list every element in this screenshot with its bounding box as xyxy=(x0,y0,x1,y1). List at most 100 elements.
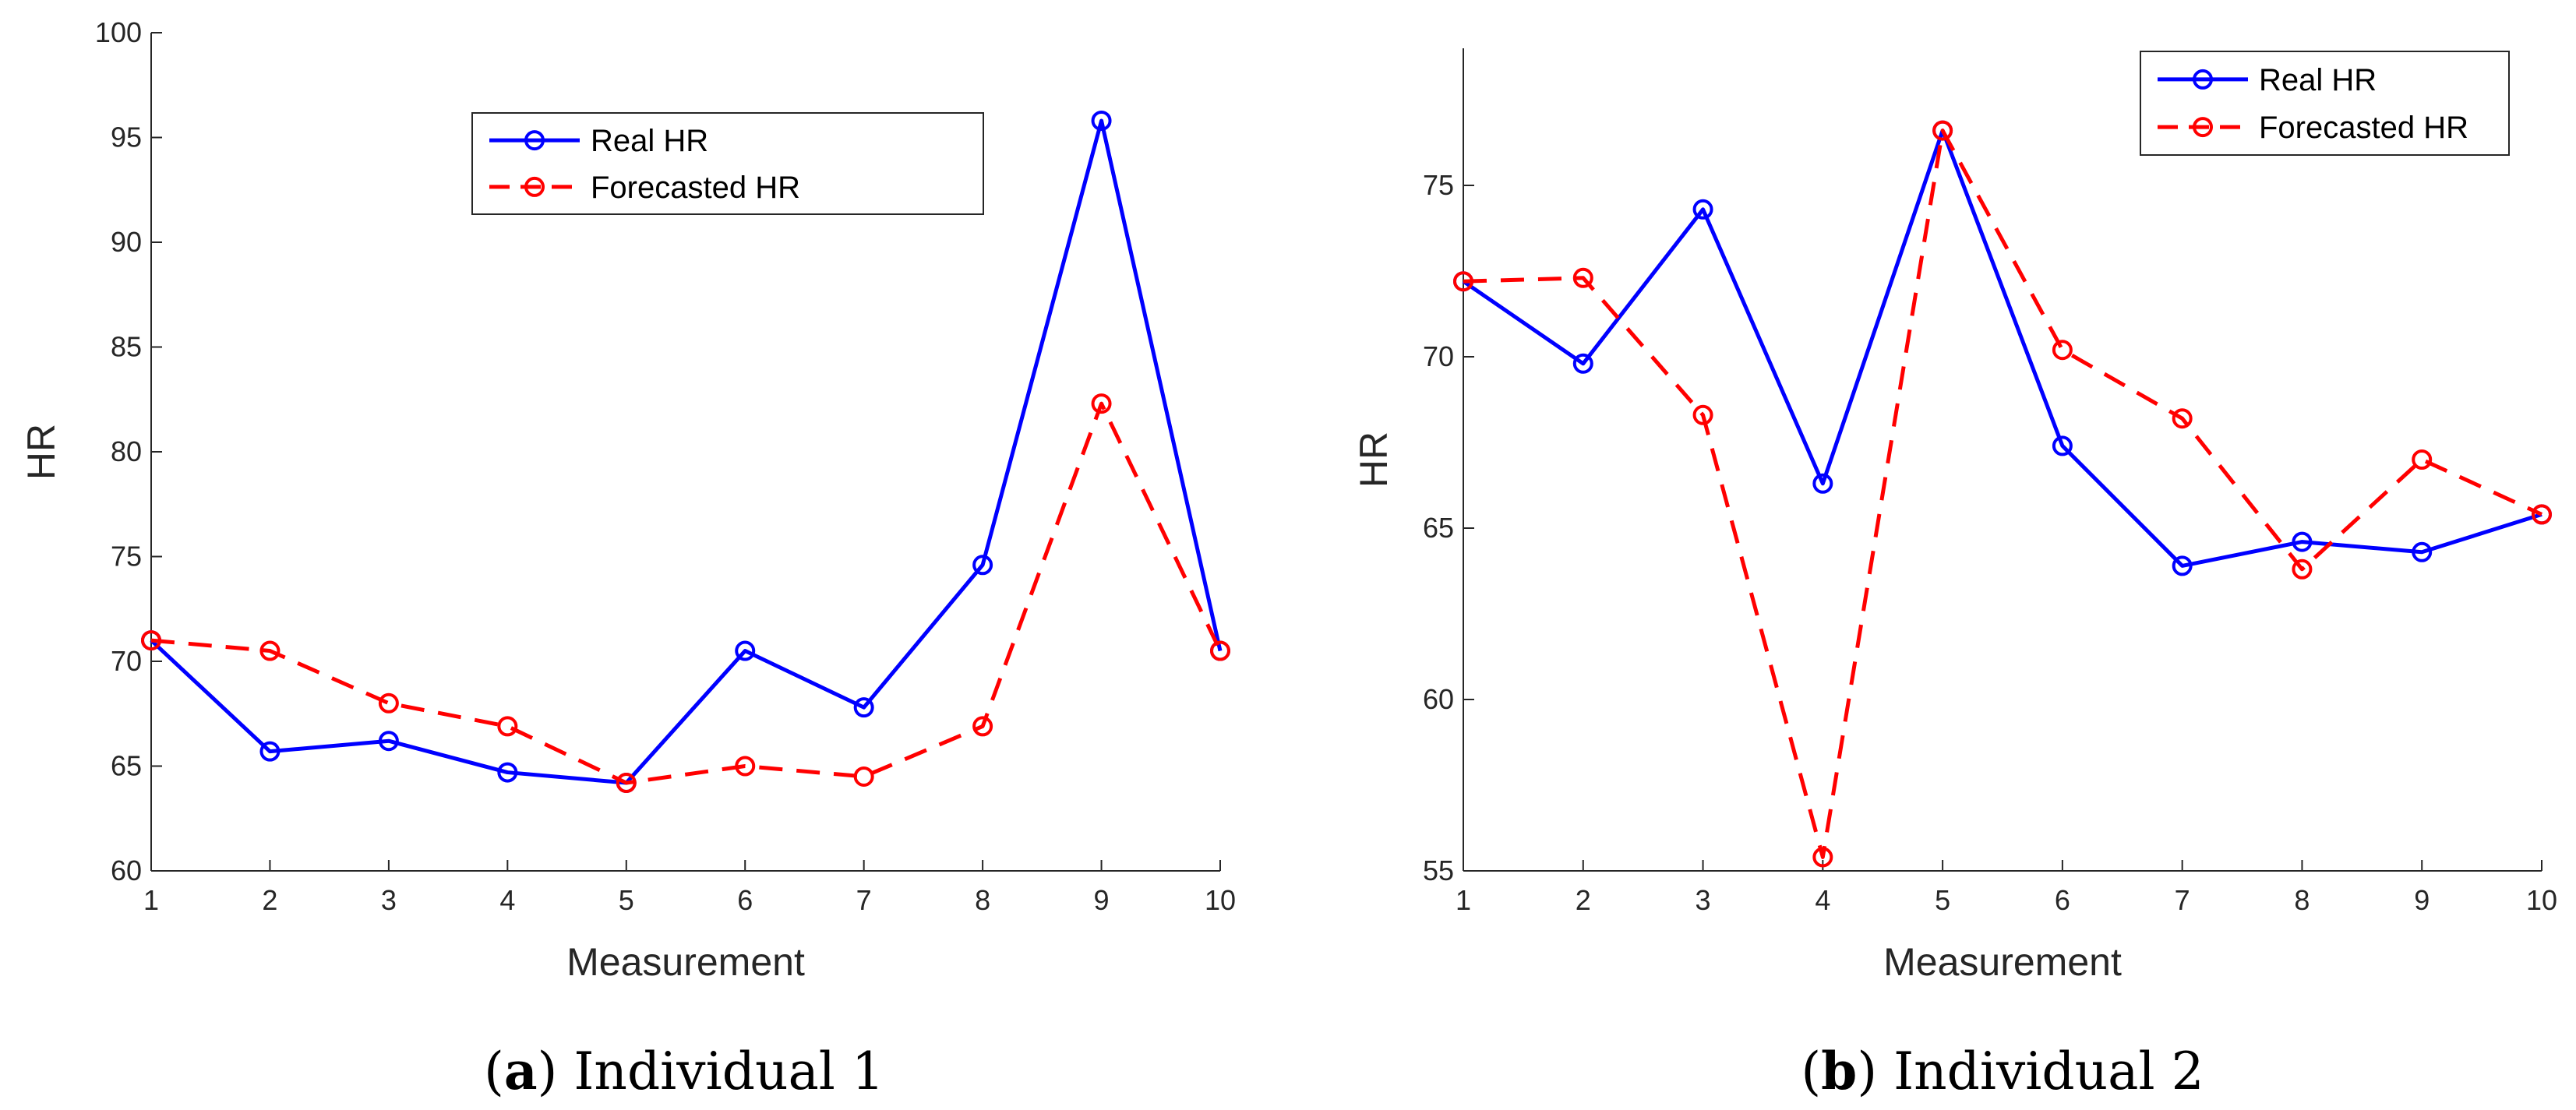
data-point-real-hr xyxy=(853,697,874,718)
y-tick-label: 60 xyxy=(1423,683,1454,715)
y-tick-label: 80 xyxy=(111,435,142,467)
data-point-real-hr xyxy=(497,762,518,783)
data-point-forecasted-hr xyxy=(972,716,993,737)
x-tick-label: 1 xyxy=(1456,884,1471,916)
x-tick-label: 4 xyxy=(499,884,515,916)
x-tick-label: 9 xyxy=(2414,884,2430,916)
series-line-real-hr xyxy=(150,118,1223,785)
data-point-forecasted-hr xyxy=(2532,504,2552,525)
legend: Real HR Forecasted HR xyxy=(471,112,984,215)
legend-label-forecasted-hr: Forecasted HR xyxy=(591,171,800,205)
y-axis-label: HR xyxy=(19,424,63,480)
data-point-forecasted-hr xyxy=(2292,559,2313,580)
x-tick-label: 7 xyxy=(856,884,872,916)
legend-marker-real-hr xyxy=(2193,69,2213,90)
x-tick-label: 3 xyxy=(381,884,397,916)
legend: Real HR Forecasted HR xyxy=(2140,51,2510,156)
data-point-forecasted-hr xyxy=(616,773,637,794)
x-tick-label: 1 xyxy=(143,884,159,916)
y-tick-label: 65 xyxy=(1423,512,1454,544)
data-point-real-hr xyxy=(1572,353,1593,374)
caption-paren-close: ) xyxy=(1857,1041,1893,1101)
chart-panel-a: 60 65 70 75 80 85 90 95 100 1 2 3 4 5 6 7 8 9 10 Measuremen… xyxy=(19,16,1236,1101)
x-tick-label: 9 xyxy=(1094,884,1110,916)
y-tick-label: 90 xyxy=(111,226,142,258)
series-line-forecasted-hr xyxy=(150,401,1223,785)
data-point-real-hr xyxy=(378,731,399,752)
data-point-forecasted-hr xyxy=(2172,408,2193,429)
y-tick-label: 55 xyxy=(1423,855,1454,886)
data-point-forecasted-hr xyxy=(497,716,518,737)
y-tick-label: 85 xyxy=(111,331,142,363)
data-point-forecasted-hr xyxy=(1091,393,1112,414)
caption-paren-open: ( xyxy=(484,1041,504,1101)
legend-marker-real-hr xyxy=(524,130,545,151)
caption-letter: a xyxy=(504,1041,538,1101)
y-tick-label: 60 xyxy=(111,855,142,886)
data-point-forecasted-hr xyxy=(141,630,161,651)
data-point-real-hr xyxy=(259,741,281,762)
caption-title: Individual 1 xyxy=(573,1041,884,1101)
data-point-forecasted-hr xyxy=(2052,340,2073,361)
legend-label-real-hr: Real HR xyxy=(2259,63,2377,97)
data-point-forecasted-hr xyxy=(2412,449,2433,470)
x-tick-label: 4 xyxy=(1815,884,1830,916)
legend-marker-forecasted-hr xyxy=(524,176,545,197)
x-tick-label: 6 xyxy=(737,884,753,916)
y-tick-label: 95 xyxy=(111,122,142,153)
x-tick-label: 5 xyxy=(619,884,634,916)
x-tick-label: 7 xyxy=(2175,884,2190,916)
y-tick-label: 70 xyxy=(111,645,142,677)
data-point-forecasted-hr xyxy=(1932,120,1953,141)
legend-marker-forecasted-hr xyxy=(2193,117,2213,138)
data-point-forecasted-hr xyxy=(378,692,399,714)
x-axis-label: Measurement xyxy=(1883,940,2122,984)
y-axis-label: HR xyxy=(1352,432,1396,488)
data-point-forecasted-hr xyxy=(853,766,874,787)
data-point-real-hr xyxy=(2052,435,2073,456)
data-point-real-hr xyxy=(2172,555,2193,576)
y-tick-label: 100 xyxy=(95,16,142,48)
x-tick-label: 2 xyxy=(262,884,277,916)
x-tick-label: 2 xyxy=(1576,884,1591,916)
data-point-forecasted-hr xyxy=(1572,267,1593,288)
x-tick-label: 6 xyxy=(2055,884,2070,916)
caption: (b) Individual 2 xyxy=(1801,1041,2204,1101)
caption: (a) Individual 1 xyxy=(484,1041,884,1101)
data-point-forecasted-hr xyxy=(259,640,281,661)
data-point-real-hr xyxy=(735,640,756,661)
data-point-forecasted-hr xyxy=(1692,404,1713,425)
legend-box xyxy=(471,112,984,215)
x-tick-label: 3 xyxy=(1696,884,1711,916)
data-point-real-hr xyxy=(1692,199,1713,220)
legend-label-real-hr: Real HR xyxy=(591,124,708,158)
data-point-real-hr xyxy=(2292,531,2313,552)
caption-paren-close: ) xyxy=(538,1041,574,1101)
y-tick-label: 65 xyxy=(111,750,142,782)
data-point-forecasted-hr xyxy=(1453,271,1473,292)
data-point-real-hr xyxy=(972,555,993,576)
data-point-real-hr xyxy=(1091,110,1112,131)
legend-label-forecasted-hr: Forecasted HR xyxy=(2259,111,2468,145)
y-tick-label: 75 xyxy=(111,541,142,573)
caption-title: Individual 2 xyxy=(1893,1041,2204,1101)
x-tick-label: 5 xyxy=(1935,884,1950,916)
data-point-forecasted-hr xyxy=(1210,640,1230,661)
data-point-forecasted-hr xyxy=(735,756,756,777)
series-line-real-hr xyxy=(1462,129,2542,568)
x-tick-label: 10 xyxy=(1205,884,1236,916)
series-line-forecasted-hr xyxy=(1463,129,2543,859)
y-tick-label: 70 xyxy=(1423,340,1454,372)
x-tick-label: 8 xyxy=(2294,884,2310,916)
chart-panel-b: 55 60 65 70 75 1 2 3 4 5 6 7 8 9 10 Measurement HR Real H… xyxy=(1352,48,2557,1101)
caption-letter: b xyxy=(1821,1041,1857,1101)
data-point-real-hr xyxy=(2412,541,2433,562)
x-axis-label: Measurement xyxy=(566,940,805,984)
data-point-real-hr xyxy=(1812,473,1833,494)
x-tick-label: 10 xyxy=(2526,884,2557,916)
legend-box xyxy=(2140,51,2510,156)
caption-paren-open: ( xyxy=(1801,1041,1821,1101)
x-tick-label: 8 xyxy=(975,884,990,916)
data-point-forecasted-hr xyxy=(1812,847,1833,868)
